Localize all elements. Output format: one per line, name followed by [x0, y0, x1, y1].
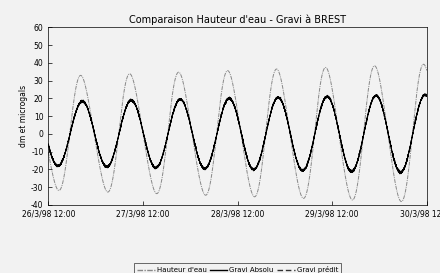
Title: Comparaison Hauteur d'eau - Gravi à BREST: Comparaison Hauteur d'eau - Gravi à BRES…	[129, 15, 346, 25]
Legend: Hauteur d'eau, Gravi Absolu, Gravi prédit: Hauteur d'eau, Gravi Absolu, Gravi prédi…	[134, 263, 341, 273]
Y-axis label: dm et microgals: dm et microgals	[19, 85, 28, 147]
